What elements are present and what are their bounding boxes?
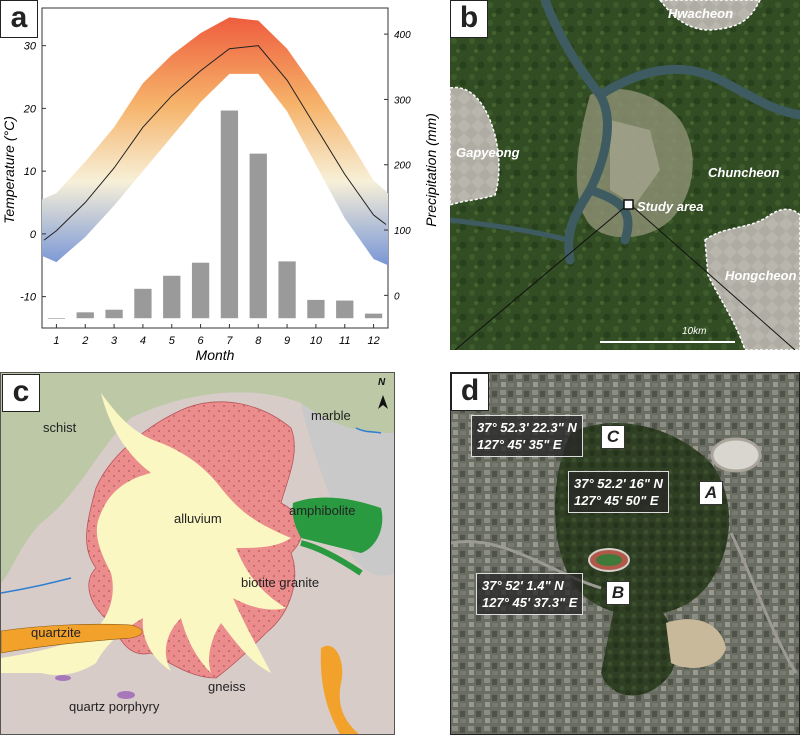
precip-bar xyxy=(220,110,239,319)
unit-alluvium xyxy=(1,393,291,675)
zoom-line-left xyxy=(454,206,626,350)
x-tick-label: 12 xyxy=(367,335,379,347)
x-tick-label: 10 xyxy=(310,335,323,347)
plot-frame xyxy=(41,7,389,329)
precip-bar xyxy=(105,309,123,319)
panel-d: d 37° 52.3' 22.3" N 127° 45' 35" E C 37°… xyxy=(450,372,800,735)
x-tick-label: 8 xyxy=(255,335,262,347)
unit-label-biotite-granite: biotite granite xyxy=(241,575,320,590)
unit-amphibolite xyxy=(292,497,383,553)
unit-label-gneiss: gneiss xyxy=(208,679,246,694)
panel-c-label: c xyxy=(2,374,40,412)
panel-a-label: a xyxy=(0,0,38,38)
coord-box-c: 37° 52.3' 22.3" N 127° 45' 35" E xyxy=(471,415,583,457)
y-right-tick-label: 200 xyxy=(393,161,411,172)
road xyxy=(451,532,798,674)
site-marker-b: B xyxy=(606,581,630,605)
unit-label-quartz-porphyry: quartz porphyry xyxy=(69,699,160,714)
unit-schist xyxy=(1,373,394,583)
y-left-tick-label: 10 xyxy=(24,166,37,178)
panel-b-label: b xyxy=(450,0,488,38)
panel-a: a 30 20 10 0 -10 400 300 200 100 0 1 2 3 4 5 6 7 8 9 10 11 12… xyxy=(0,0,445,365)
place-label-hongcheon: Hongcheon xyxy=(725,268,797,283)
precip-bar xyxy=(336,300,354,319)
panel-d-label: d xyxy=(451,373,489,411)
site-c-latitude: 37° 52.3' 22.3" N xyxy=(477,420,577,435)
scale-label: 10km xyxy=(682,326,707,337)
precip-bar xyxy=(134,288,152,319)
site-a-latitude: 37° 52.2' 16" N xyxy=(574,476,663,491)
region-hongcheon-outside xyxy=(704,208,800,350)
y-left-tick-label: -10 xyxy=(20,292,37,304)
zoom-line-right xyxy=(632,206,796,350)
unit-label-alluvium: alluvium xyxy=(174,511,222,526)
panel-c: c N schist marble alluvium amphibolite b… xyxy=(0,372,395,735)
coord-box-a: 37° 52.2' 16" N 127° 45' 50" E xyxy=(568,471,669,513)
y-right-tick-label: 100 xyxy=(394,226,411,237)
site-marker-c: C xyxy=(601,425,625,449)
mean-temperature-line xyxy=(43,45,387,241)
x-tick-label: 11 xyxy=(339,335,350,347)
x-tick-label: 5 xyxy=(169,335,176,347)
north-arrow-icon xyxy=(378,395,388,409)
y-right-tick-label: 400 xyxy=(394,30,411,41)
y-right-tick-label: 0 xyxy=(394,291,400,302)
y-left-tick-label: 30 xyxy=(24,41,37,53)
x-tick-label: 9 xyxy=(284,335,290,347)
precip-bar xyxy=(364,313,383,319)
unit-label-quartzite: quartzite xyxy=(31,625,81,640)
site-a-longitude: 127° 45' 50" E xyxy=(574,493,659,508)
precip-bar xyxy=(191,262,210,319)
x-tick-label: 2 xyxy=(81,335,88,347)
unit-quartz-porphyry xyxy=(117,691,135,699)
site-b-longitude: 127° 45' 37.3" E xyxy=(482,595,578,610)
y-axis-right-label: Precipitation (mm) xyxy=(423,113,439,227)
unit-label-amphibolite: amphibolite xyxy=(289,503,356,518)
y-left-tick-label: 0 xyxy=(30,229,37,241)
study-area-label: Study area xyxy=(637,199,704,214)
region-hwacheon-outside xyxy=(659,0,761,31)
unit-quartzite xyxy=(1,623,143,654)
precip-bar xyxy=(163,275,181,319)
site-b-latitude: 37° 52' 1.4" N xyxy=(482,578,564,593)
precip-bar xyxy=(307,299,325,319)
regional-satellite-map xyxy=(450,0,800,350)
coord-box-b: 37° 52' 1.4" N 127° 45' 37.3" E xyxy=(476,573,584,615)
site-c-longitude: 127° 45' 35" E xyxy=(477,437,562,452)
x-tick-label: 4 xyxy=(140,335,146,347)
x-tick-label: 7 xyxy=(226,335,233,347)
site-marker-a: A xyxy=(699,481,723,505)
region-gapyeong-outside xyxy=(450,86,500,206)
construction-area xyxy=(666,619,726,668)
geological-map xyxy=(1,373,394,734)
x-axis-label: Month xyxy=(196,347,235,363)
stadium-track xyxy=(710,437,762,473)
precip-bar xyxy=(76,312,94,319)
precip-bar xyxy=(249,153,267,319)
panel-b: b Hwacheon Gapyeong Chuncheon Hongcheon … xyxy=(450,0,800,350)
north-label: N xyxy=(378,377,386,388)
y-axis-left-label: Temperature (°C) xyxy=(1,116,17,224)
river xyxy=(540,0,800,265)
x-tick-label: 6 xyxy=(198,335,205,347)
unit-label-marble: marble xyxy=(311,408,351,423)
y-right-tick-label: 300 xyxy=(394,95,411,106)
y-left-tick-label: 20 xyxy=(23,103,37,115)
place-label-hwacheon: Hwacheon xyxy=(668,6,734,21)
x-tick-label: 1 xyxy=(53,335,59,347)
precip-bar xyxy=(47,318,66,319)
study-area-marker xyxy=(623,199,634,210)
place-label-gapyeong: Gapyeong xyxy=(456,145,520,160)
x-tick-label: 3 xyxy=(111,335,118,347)
place-label-chuncheon: Chuncheon xyxy=(708,165,780,180)
precip-bar xyxy=(278,261,296,319)
stream xyxy=(1,427,382,594)
unit-label-schist: schist xyxy=(43,420,77,435)
temperature-range-band xyxy=(42,17,388,266)
